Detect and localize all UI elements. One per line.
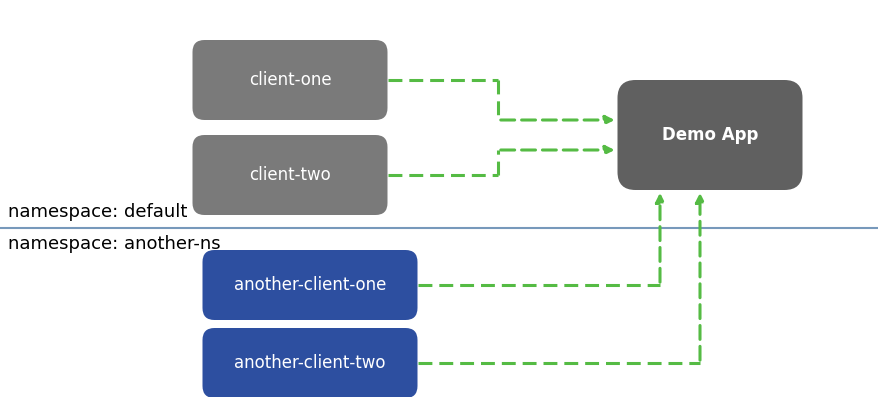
Text: Demo App: Demo App [661,126,758,144]
Text: another-client-two: another-client-two [234,354,385,372]
Text: namespace: another-ns: namespace: another-ns [8,235,220,253]
FancyBboxPatch shape [202,328,417,397]
Text: client-two: client-two [248,166,330,184]
Text: namespace: default: namespace: default [8,203,187,221]
Text: another-client-one: another-client-one [234,276,385,294]
FancyBboxPatch shape [192,40,387,120]
FancyBboxPatch shape [202,250,417,320]
FancyBboxPatch shape [192,135,387,215]
Text: client-one: client-one [248,71,331,89]
FancyBboxPatch shape [617,80,802,190]
